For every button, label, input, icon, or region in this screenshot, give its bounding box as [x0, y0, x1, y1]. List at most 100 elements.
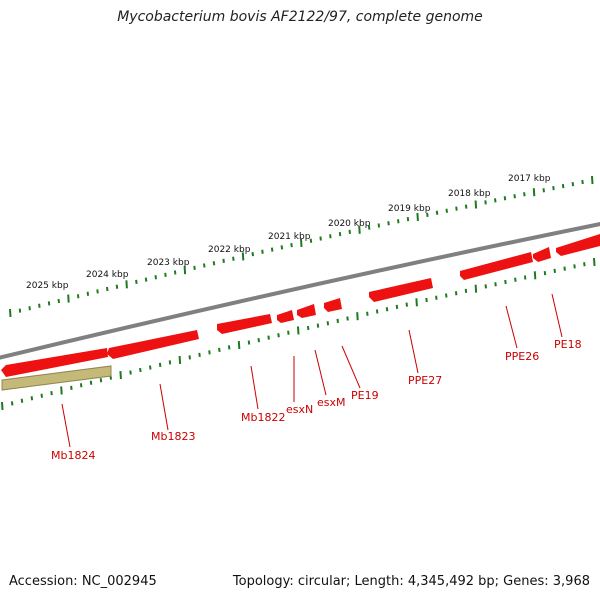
inner-scale-minor-tick [454, 291, 458, 296]
outer-scale-major-tick [474, 200, 478, 209]
outer-scale-minor-tick [445, 208, 448, 213]
inner-scale-minor-tick [326, 321, 330, 326]
outer-scale-major-tick [591, 175, 594, 185]
outer-scale-minor-tick [387, 221, 390, 226]
outer-scale-minor-tick [503, 196, 507, 201]
gene-features [1, 234, 600, 391]
tick-label-2020: 2020 kbp [328, 219, 371, 229]
outer-scale-minor-tick [154, 275, 157, 280]
gene-feature-mb1823[interactable] [1, 348, 108, 377]
inner-scale-minor-tick [405, 302, 408, 307]
inner-scale-major-tick [415, 298, 418, 307]
outer-scale-minor-tick [193, 265, 196, 271]
tick-label-2023: 2023 kbp [147, 258, 190, 268]
outer-scale-minor-tick [212, 261, 216, 266]
inner-scale-minor-tick [366, 311, 369, 316]
outer-scale-minor-tick [280, 245, 284, 250]
inner-scale-ticks [1, 257, 596, 411]
inner-scale-minor-tick [247, 340, 251, 345]
inner-scale-minor-tick [464, 288, 468, 294]
inner-scale-minor-tick [99, 378, 103, 383]
outer-scale-minor-tick [571, 181, 575, 187]
inner-scale-minor-tick [316, 323, 320, 328]
inner-scale-major-tick [1, 401, 4, 411]
inner-scale-major-tick [474, 284, 478, 293]
gene-label-mb1823[interactable]: Mb1823 [151, 430, 195, 443]
gene-label-ppe26[interactable]: PPE26 [505, 350, 539, 363]
gene-label-leaders [61, 293, 563, 448]
inner-scale-minor-tick [553, 268, 556, 274]
outer-scale-minor-tick [144, 277, 148, 282]
outer-scale-minor-tick [76, 294, 80, 299]
inner-scale-minor-tick [543, 270, 547, 276]
outer-scale-minor-tick [106, 286, 109, 292]
gene-feature-next[interactable] [556, 234, 600, 256]
gene-label-esxM[interactable]: esxM [317, 396, 346, 409]
outer-scale-minor-tick [494, 198, 497, 203]
gene-feature-esxM[interactable] [297, 304, 316, 318]
outer-scale-major-tick [532, 188, 536, 197]
inner-scale-minor-tick [504, 279, 507, 285]
inner-scale-major-tick [297, 326, 300, 335]
gene-label-ppe27[interactable]: PPE27 [408, 374, 442, 387]
inner-scale-minor-tick [385, 307, 389, 312]
outer-scale-minor-tick [18, 308, 22, 313]
outer-scale-minor-tick [164, 272, 167, 278]
tick-label-2021: 2021 kbp [268, 232, 311, 242]
outer-scale-major-tick [67, 294, 70, 303]
outer-scale-minor-tick [484, 200, 487, 205]
inner-scale-minor-tick [445, 293, 448, 298]
outer-scale-minor-tick [319, 236, 322, 241]
inner-scale-minor-tick [70, 385, 73, 391]
inner-scale-major-tick [60, 386, 63, 395]
gene-feature-mb1824[interactable] [1, 365, 112, 391]
gene-label-pe18[interactable]: PE18 [554, 338, 582, 351]
inner-scale-minor-tick [573, 264, 576, 269]
gene-feature-ppe27[interactable] [369, 278, 433, 302]
outer-scale-minor-tick [513, 194, 516, 199]
inner-scale-minor-tick [346, 316, 349, 321]
inner-scale-major-tick [178, 355, 182, 364]
gene-feature-esxN[interactable] [277, 310, 294, 323]
outer-scale-minor-tick [329, 234, 332, 239]
inner-scale-major-tick [237, 340, 241, 350]
outer-scale-minor-tick [86, 291, 90, 296]
inner-scale-minor-tick [208, 350, 211, 355]
gene-feature-pe19[interactable] [324, 298, 342, 312]
inner-scale-minor-tick [50, 390, 53, 396]
gene-label-mb1824[interactable]: Mb1824 [51, 449, 95, 462]
outer-scale-minor-tick [28, 306, 31, 311]
outer-scale-minor-tick [232, 256, 235, 261]
outer-scale-minor-tick [523, 192, 526, 197]
outer-scale-minor-tick [96, 289, 99, 294]
outer-scale-minor-tick [455, 206, 458, 211]
gene-feature-mb1822[interactable] [107, 330, 199, 359]
outer-scale-minor-tick [348, 229, 351, 235]
inner-scale-major-tick [119, 371, 122, 380]
genome-stats-label: Topology: circular; Length: 4,345,492 bp… [232, 574, 590, 589]
inner-scale-minor-tick [129, 370, 132, 375]
outer-scale-major-tick [416, 212, 419, 222]
outer-scale-minor-tick [47, 301, 51, 306]
outer-scale-minor-tick [270, 247, 274, 252]
outer-scale-minor-tick [397, 219, 400, 224]
tick-label-2017: 2017 kbp [508, 174, 551, 184]
gene-label-mb1822[interactable]: Mb1822 [241, 411, 285, 424]
outer-scale-minor-tick [290, 242, 293, 248]
tick-label-2018: 2018 kbp [448, 189, 491, 199]
outer-scale-minor-tick [581, 179, 584, 185]
outer-scale-major-tick [125, 280, 128, 289]
outer-scale-major-tick [183, 266, 187, 275]
outer-scale-minor-tick [309, 238, 313, 243]
gene-feature-ppe26[interactable] [460, 252, 533, 280]
gene-feature-esxN-region[interactable] [217, 314, 272, 334]
outer-scale-minor-tick [251, 251, 254, 257]
gene-label-pe19[interactable]: PE19 [351, 389, 379, 402]
gene-label-esxN[interactable]: esxN [286, 403, 313, 416]
gene-feature-pe18[interactable] [533, 247, 551, 262]
inner-scale-minor-tick [563, 266, 566, 271]
outer-scale-major-tick [241, 252, 245, 261]
tick-label-2025: 2025 kbp [26, 281, 69, 291]
inner-scale-minor-tick [227, 345, 231, 350]
